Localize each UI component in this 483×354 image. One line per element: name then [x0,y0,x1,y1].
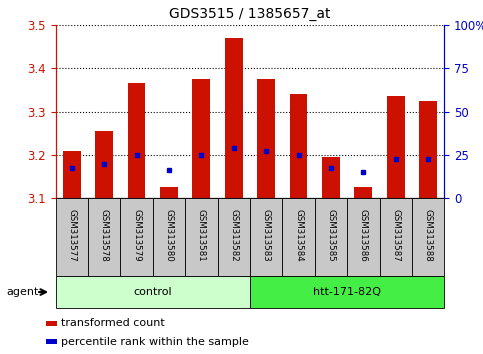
Bar [355,187,372,198]
Bar [257,79,275,198]
Bar [315,198,347,276]
Bar [412,198,444,276]
Bar [250,198,283,276]
Bar [63,150,81,198]
Bar [46,321,57,326]
Bar [192,79,210,198]
Bar [380,198,412,276]
Bar [387,96,405,198]
Text: percentile rank within the sample: percentile rank within the sample [61,337,249,347]
Bar [322,157,340,198]
Bar [56,198,88,276]
Text: GSM313578: GSM313578 [99,209,109,262]
Bar [225,38,242,198]
Text: GSM313586: GSM313586 [359,209,368,262]
Text: control: control [133,287,172,297]
Text: GSM313587: GSM313587 [391,209,400,262]
Bar [46,339,57,344]
Text: GSM313582: GSM313582 [229,209,238,262]
Title: GDS3515 / 1385657_at: GDS3515 / 1385657_at [169,7,331,21]
Text: GSM313583: GSM313583 [262,209,270,262]
Text: GSM313585: GSM313585 [327,209,336,262]
Text: agent: agent [6,287,39,297]
Text: GSM313588: GSM313588 [424,209,433,262]
Bar [217,198,250,276]
Bar [153,198,185,276]
Text: transformed count: transformed count [61,318,165,328]
Bar [250,276,444,308]
Text: GSM313580: GSM313580 [164,209,173,262]
Text: htt-171-82Q: htt-171-82Q [313,287,381,297]
Bar [347,198,380,276]
Bar [160,187,178,198]
Bar [128,83,145,198]
Bar [283,198,315,276]
Text: GSM313579: GSM313579 [132,209,141,262]
Bar [290,94,308,198]
Bar [95,131,113,198]
Bar [56,276,250,308]
Bar [419,101,437,198]
Bar [88,198,120,276]
Text: GSM313577: GSM313577 [67,209,76,262]
Bar [185,198,217,276]
Text: GSM313581: GSM313581 [197,209,206,262]
Text: GSM313584: GSM313584 [294,209,303,262]
Bar [120,198,153,276]
